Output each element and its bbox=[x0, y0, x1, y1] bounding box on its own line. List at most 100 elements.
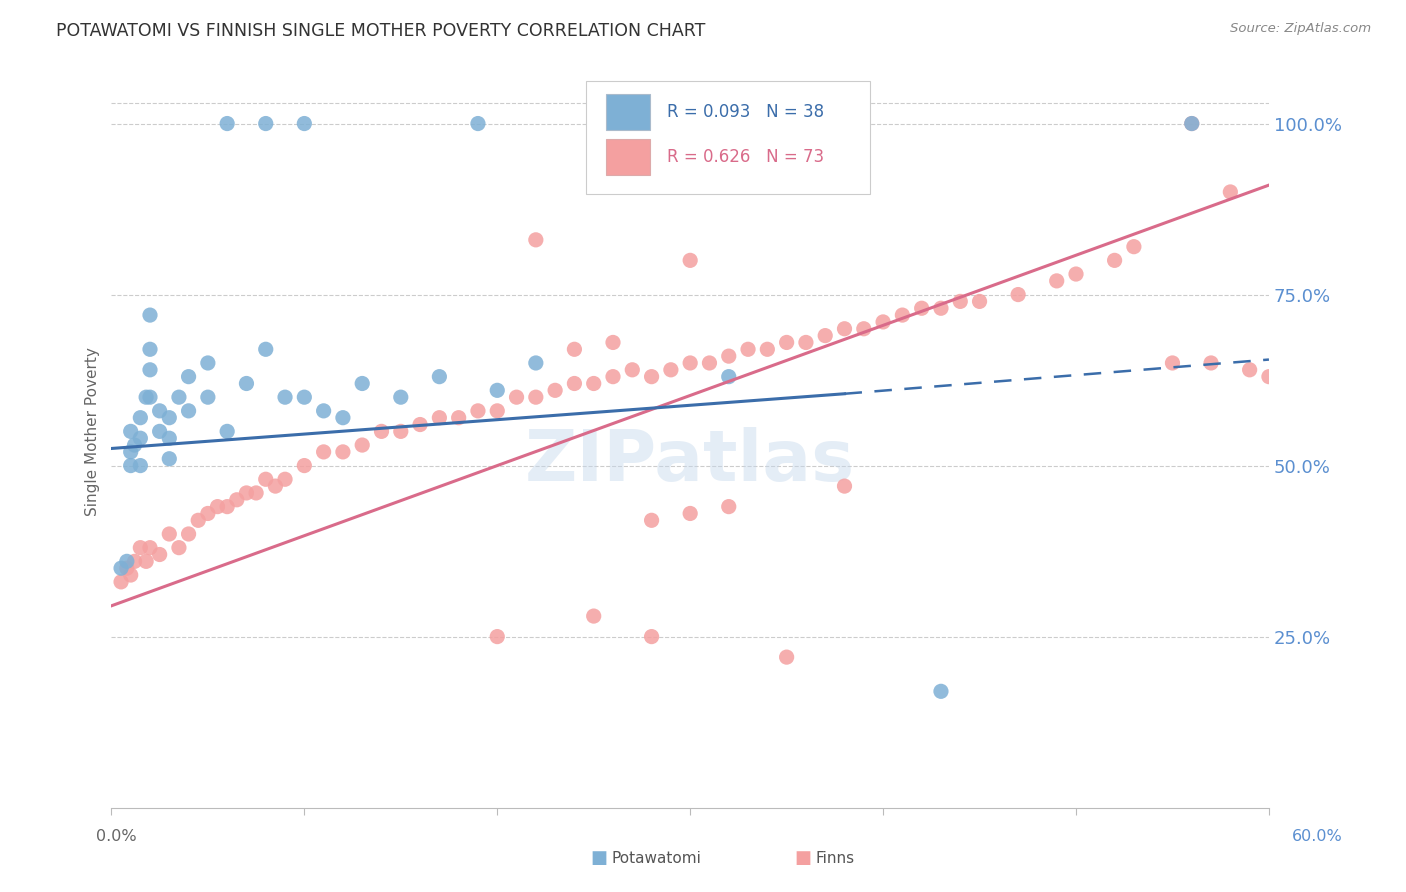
Finns bbox=[679, 507, 702, 521]
Potawatomi bbox=[129, 458, 152, 473]
Finns bbox=[659, 363, 682, 377]
Potawatomi bbox=[254, 343, 277, 357]
Potawatomi bbox=[524, 356, 547, 370]
Potawatomi bbox=[120, 425, 142, 439]
Finns bbox=[1199, 356, 1222, 370]
Potawatomi bbox=[717, 369, 740, 384]
Finns bbox=[756, 343, 779, 357]
Finns bbox=[115, 561, 138, 575]
Potawatomi bbox=[177, 369, 200, 384]
Potawatomi bbox=[139, 390, 162, 404]
Potawatomi bbox=[124, 438, 146, 452]
Finns bbox=[177, 527, 200, 541]
Text: 0.0%: 0.0% bbox=[96, 830, 136, 844]
Finns bbox=[352, 438, 374, 452]
Potawatomi bbox=[157, 451, 180, 466]
Finns bbox=[621, 363, 644, 377]
Finns bbox=[245, 486, 267, 500]
Potawatomi bbox=[110, 561, 132, 575]
Finns bbox=[467, 404, 489, 418]
Finns bbox=[1007, 287, 1029, 301]
Text: POTAWATOMI VS FINNISH SINGLE MOTHER POVERTY CORRELATION CHART: POTAWATOMI VS FINNISH SINGLE MOTHER POVE… bbox=[56, 22, 706, 40]
Finns bbox=[602, 369, 624, 384]
Finns bbox=[312, 445, 335, 459]
Finns bbox=[1181, 117, 1204, 131]
Finns bbox=[409, 417, 432, 432]
Finns bbox=[834, 479, 856, 493]
Finns bbox=[737, 343, 759, 357]
Text: Potawatomi: Potawatomi bbox=[612, 851, 702, 865]
Potawatomi bbox=[157, 410, 180, 425]
Finns bbox=[640, 630, 662, 644]
Finns bbox=[1258, 369, 1281, 384]
Potawatomi bbox=[217, 425, 239, 439]
Finns bbox=[1104, 253, 1126, 268]
Potawatomi bbox=[929, 684, 952, 698]
Finns bbox=[1161, 356, 1184, 370]
Finns bbox=[582, 376, 605, 391]
Finns bbox=[852, 322, 875, 336]
Finns bbox=[370, 425, 392, 439]
Potawatomi bbox=[254, 117, 277, 131]
Finns bbox=[332, 445, 354, 459]
Potawatomi bbox=[332, 410, 354, 425]
Finns bbox=[775, 335, 797, 350]
Potawatomi bbox=[467, 117, 489, 131]
Finns bbox=[139, 541, 162, 555]
Potawatomi bbox=[274, 390, 297, 404]
Text: Source: ZipAtlas.com: Source: ZipAtlas.com bbox=[1230, 22, 1371, 36]
Finns bbox=[834, 322, 856, 336]
Finns bbox=[872, 315, 894, 329]
Text: R = 0.093   N = 38: R = 0.093 N = 38 bbox=[666, 103, 824, 120]
Finns bbox=[120, 568, 142, 582]
Finns bbox=[911, 301, 934, 316]
Finns bbox=[447, 410, 470, 425]
Finns bbox=[187, 513, 209, 527]
Finns bbox=[1064, 267, 1087, 281]
Text: ■: ■ bbox=[794, 849, 811, 867]
Finns bbox=[389, 425, 412, 439]
Finns bbox=[149, 548, 172, 562]
Finns bbox=[129, 541, 152, 555]
Finns bbox=[486, 404, 509, 418]
Finns bbox=[775, 650, 797, 665]
Finns bbox=[427, 410, 450, 425]
Finns bbox=[640, 369, 662, 384]
Finns bbox=[949, 294, 972, 309]
Finns bbox=[717, 500, 740, 514]
Potawatomi bbox=[197, 356, 219, 370]
Potawatomi bbox=[167, 390, 190, 404]
Finns bbox=[524, 233, 547, 247]
Finns bbox=[292, 458, 315, 473]
Finns bbox=[834, 117, 856, 131]
Potawatomi bbox=[1181, 117, 1204, 131]
Finns bbox=[699, 356, 721, 370]
Potawatomi bbox=[129, 431, 152, 445]
Finns bbox=[264, 479, 287, 493]
Finns bbox=[679, 253, 702, 268]
Potawatomi bbox=[312, 404, 335, 418]
Potawatomi bbox=[120, 445, 142, 459]
Potawatomi bbox=[427, 369, 450, 384]
Potawatomi bbox=[177, 404, 200, 418]
Potawatomi bbox=[292, 390, 315, 404]
Finns bbox=[640, 513, 662, 527]
Finns bbox=[486, 630, 509, 644]
Finns bbox=[167, 541, 190, 555]
Finns bbox=[217, 500, 239, 514]
Finns bbox=[891, 308, 914, 322]
Finns bbox=[602, 335, 624, 350]
Finns bbox=[197, 507, 219, 521]
Finns bbox=[505, 390, 527, 404]
Text: 60.0%: 60.0% bbox=[1292, 830, 1343, 844]
Finns bbox=[524, 390, 547, 404]
Finns bbox=[969, 294, 991, 309]
Potawatomi bbox=[235, 376, 257, 391]
Finns bbox=[1239, 363, 1261, 377]
Potawatomi bbox=[139, 363, 162, 377]
Potawatomi bbox=[197, 390, 219, 404]
Potawatomi bbox=[292, 117, 315, 131]
Potawatomi bbox=[352, 376, 374, 391]
Finns bbox=[1219, 185, 1241, 199]
FancyBboxPatch shape bbox=[586, 81, 869, 194]
